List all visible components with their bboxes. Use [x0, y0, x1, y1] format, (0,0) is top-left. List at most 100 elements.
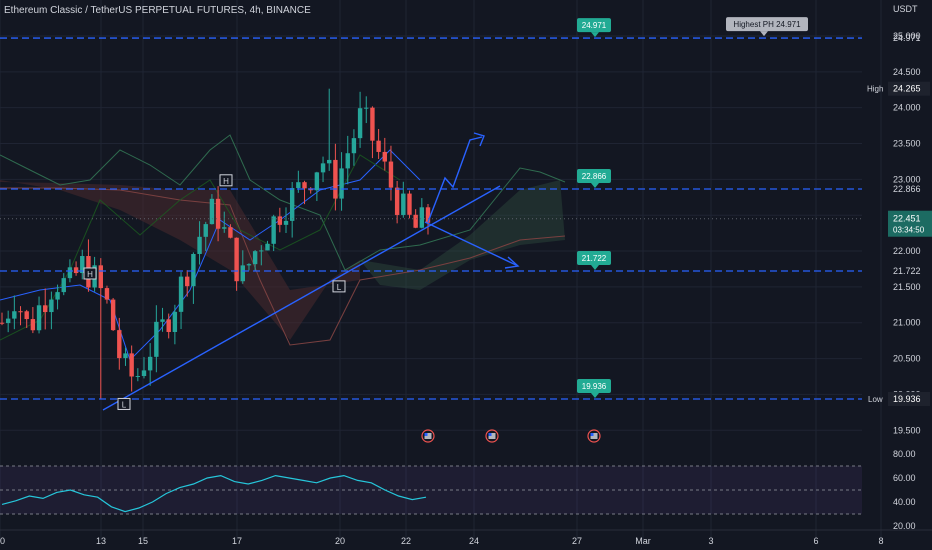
- flag-canton: [424, 433, 428, 436]
- candle-down: [407, 193, 412, 215]
- candle-down: [302, 182, 307, 189]
- time-tick-label: 8: [878, 536, 883, 546]
- trend-drawings[interactable]: [102, 132, 520, 411]
- candle-down: [425, 207, 431, 223]
- arrow-head-up: [473, 132, 485, 147]
- senkou-a-line: [0, 134, 566, 271]
- candle-up: [320, 163, 326, 173]
- candle-down: [277, 216, 283, 225]
- rsi-tick-label: 20.00: [893, 521, 916, 531]
- candle-down: [228, 227, 233, 238]
- candle-up: [419, 207, 425, 228]
- price-tick-label: 25.000: [893, 31, 921, 41]
- level-tag-pointer: [591, 264, 599, 270]
- low-value: 19.936: [893, 394, 921, 404]
- time-tick-label: 20: [335, 536, 345, 546]
- pivot-box: [83, 267, 97, 280]
- pivot-text: H: [87, 270, 93, 279]
- senkou-b-line: [0, 187, 566, 346]
- rsi-tick-label: 80.00: [893, 449, 916, 459]
- pivot-text: L: [337, 283, 342, 292]
- candle-down: [370, 107, 375, 141]
- price-tick-label: 21.500: [893, 282, 921, 292]
- time-tick-label: 17: [232, 536, 242, 546]
- candle-up: [160, 319, 165, 322]
- price-tick-label: 20.500: [893, 354, 921, 364]
- highest-ph-pointer: [760, 31, 768, 37]
- level-lines[interactable]: 24.971 22.866 21.722 19.936 Highest PH 24.97…: [0, 17, 862, 400]
- level-tag-text-0: 24.971: [582, 21, 607, 30]
- flag-body: [424, 433, 432, 439]
- pivot-text: H: [223, 177, 229, 186]
- candle-up: [141, 370, 147, 377]
- rsi-line: [1, 474, 427, 513]
- pivot-labels: H H L L: [83, 174, 346, 410]
- candle-down: [98, 265, 103, 289]
- price-tick-label: 23.500: [893, 139, 921, 149]
- candle-up: [135, 376, 141, 378]
- candle-up: [246, 264, 252, 266]
- time-tick-label: 3: [708, 536, 713, 546]
- candle-up: [357, 108, 363, 139]
- time-tick-label: 13: [96, 536, 106, 546]
- price-axis[interactable]: USDT25.00024.50024.00023.50023.00022.500…: [867, 4, 932, 531]
- candle-down: [73, 267, 79, 274]
- level-axis-label: 21.722: [893, 266, 921, 276]
- candle-up: [345, 153, 350, 169]
- event-icons[interactable]: [421, 429, 601, 443]
- candle-up: [289, 188, 295, 221]
- candle-up: [67, 267, 73, 279]
- candle-up: [209, 198, 215, 225]
- level-tag-0: [577, 18, 611, 33]
- candle-down: [333, 159, 338, 199]
- candle-down: [0, 322, 5, 324]
- candle-up: [36, 305, 42, 331]
- candle-down: [215, 198, 221, 229]
- candle-up: [49, 299, 54, 313]
- rsi-panel: [0, 465, 862, 515]
- highest-ph-text: Highest PH 24.971: [733, 20, 801, 29]
- candle-up: [314, 172, 320, 191]
- candle-up: [327, 159, 332, 164]
- flag-body: [488, 433, 496, 439]
- level-tag-3: [577, 379, 611, 393]
- level-tag-pointer: [591, 393, 599, 398]
- tenkan-line: [0, 149, 421, 361]
- chart-title: Ethereum Classic / TetherUS PERPETUAL FU…: [4, 5, 311, 16]
- candle-up: [240, 265, 245, 282]
- time-axis[interactable]: 10 13 15 17 20 22 24 27 Mar 3 6 8: [0, 529, 932, 546]
- low-badge: [888, 392, 930, 406]
- uptrend-line: [102, 185, 501, 411]
- candle-up: [283, 220, 289, 225]
- rsi-tick-label: 60.00: [893, 473, 916, 483]
- ichimoku-cloud: [0, 180, 565, 340]
- level-axis-label: 24.971: [893, 33, 921, 43]
- candle-down: [413, 214, 418, 228]
- pivot-text: L: [122, 400, 127, 409]
- high-badge: [888, 81, 930, 96]
- candle-down: [185, 276, 190, 287]
- time-tick-label: 22: [401, 536, 411, 546]
- time-tick-label: 10: [0, 536, 5, 546]
- candle-up: [265, 243, 270, 251]
- candle-down: [24, 311, 29, 320]
- price-tick-label: 19.500: [893, 425, 921, 435]
- candle-up: [191, 253, 196, 287]
- arrow-head-down: [504, 256, 520, 269]
- time-tick-label: 24: [469, 536, 479, 546]
- level-tag-text-2: 21.722: [582, 254, 607, 263]
- time-tick-label: 6: [813, 536, 818, 546]
- cloud-bearish: [0, 180, 360, 340]
- cloud-bullish: [360, 180, 565, 290]
- candle-down: [18, 311, 23, 313]
- candle-down: [394, 187, 400, 215]
- candle-down: [110, 299, 116, 331]
- candle-down: [166, 319, 171, 332]
- level-tag-1: [577, 168, 611, 183]
- price-tick-label: 22.000: [893, 246, 921, 256]
- candle-up: [197, 236, 202, 254]
- price-tick-label: 24.000: [893, 103, 921, 113]
- level-tag-pointer: [591, 32, 599, 38]
